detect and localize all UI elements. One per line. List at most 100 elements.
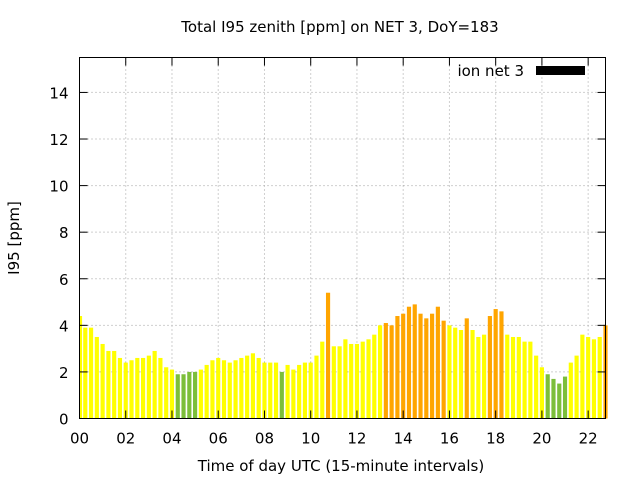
plot-border <box>79 57 606 419</box>
bar <box>441 320 446 419</box>
bar <box>586 336 591 419</box>
bar <box>383 323 388 419</box>
x-tick-label: 10 <box>301 430 320 448</box>
bar <box>256 357 261 419</box>
bar <box>424 318 429 419</box>
bar <box>366 339 371 419</box>
bar <box>302 362 308 419</box>
bar <box>412 304 417 419</box>
bar <box>557 383 562 419</box>
bar <box>112 350 117 419</box>
y-tick-label: 2 <box>59 364 69 382</box>
bar <box>551 378 556 419</box>
bar <box>83 327 88 419</box>
bar <box>117 357 123 419</box>
bar <box>539 367 544 419</box>
bar <box>377 325 383 419</box>
bar <box>516 336 521 419</box>
x-axis-label: Time of day UTC (15-minute intervals) <box>197 457 484 475</box>
bar <box>291 369 296 419</box>
bar <box>250 353 255 419</box>
bar <box>227 362 232 419</box>
bar <box>239 357 244 419</box>
bar <box>395 316 400 419</box>
bar <box>187 371 192 419</box>
bar <box>100 343 105 419</box>
legend-label: ion net 3 <box>457 62 524 80</box>
bar <box>204 364 209 419</box>
bar <box>325 292 331 419</box>
bar <box>181 374 186 419</box>
bar <box>354 343 360 419</box>
x-tick-label: 18 <box>486 430 505 448</box>
bar <box>562 376 568 419</box>
chart-title: Total I95 zenith [ppm] on NET 3, DoY=183 <box>180 18 498 36</box>
bar <box>106 350 111 419</box>
x-tick-label: 22 <box>579 430 598 448</box>
bar <box>175 374 180 419</box>
bar <box>418 313 423 419</box>
bar <box>343 339 348 419</box>
bar <box>216 357 221 419</box>
bar <box>522 341 527 419</box>
bar <box>337 346 342 419</box>
bar <box>268 362 273 419</box>
y-tick-label: 14 <box>49 84 68 102</box>
bar <box>262 362 267 419</box>
bar <box>245 355 250 419</box>
bar <box>406 306 412 419</box>
bar <box>470 330 475 419</box>
legend-swatch <box>536 66 585 75</box>
bar <box>528 341 533 419</box>
bar <box>482 334 487 419</box>
bar <box>273 362 279 419</box>
bar <box>193 371 198 419</box>
x-tick-label: 16 <box>440 430 459 448</box>
bar <box>505 334 510 419</box>
bar <box>389 325 394 419</box>
bar <box>568 362 573 419</box>
bar <box>88 327 94 419</box>
y-tick-label: 12 <box>49 131 68 149</box>
bar <box>453 327 458 419</box>
bar <box>79 316 83 419</box>
bar <box>308 362 313 419</box>
x-tick-label: 02 <box>116 430 135 448</box>
bar <box>401 313 406 419</box>
bar <box>499 311 504 419</box>
bar <box>135 357 140 419</box>
bar <box>430 313 435 419</box>
bar <box>591 339 597 419</box>
bar <box>146 355 151 419</box>
bar <box>493 309 498 419</box>
bar <box>233 360 238 419</box>
bar <box>285 364 290 419</box>
bar <box>476 336 481 419</box>
bar <box>320 341 325 419</box>
bar <box>152 350 157 419</box>
y-tick-label: 0 <box>59 411 69 429</box>
x-tick-label: 12 <box>347 430 366 448</box>
y-tick-label: 4 <box>59 317 69 335</box>
bar <box>164 367 169 419</box>
bar <box>574 355 579 419</box>
bar <box>545 374 550 419</box>
bar <box>534 355 539 419</box>
bar <box>464 318 469 419</box>
bar <box>94 336 99 419</box>
bar <box>221 360 227 419</box>
bar <box>297 364 302 419</box>
x-tick-label: 06 <box>209 430 228 448</box>
bar <box>510 336 516 419</box>
y-tick-label: 8 <box>59 224 69 242</box>
bar <box>458 330 464 419</box>
bar <box>314 355 319 419</box>
y-tick-label: 10 <box>49 178 68 196</box>
bar <box>447 325 452 419</box>
bar <box>158 357 163 419</box>
x-tick-label: 20 <box>532 430 551 448</box>
x-tick-label: 04 <box>162 430 181 448</box>
bar <box>198 369 203 419</box>
